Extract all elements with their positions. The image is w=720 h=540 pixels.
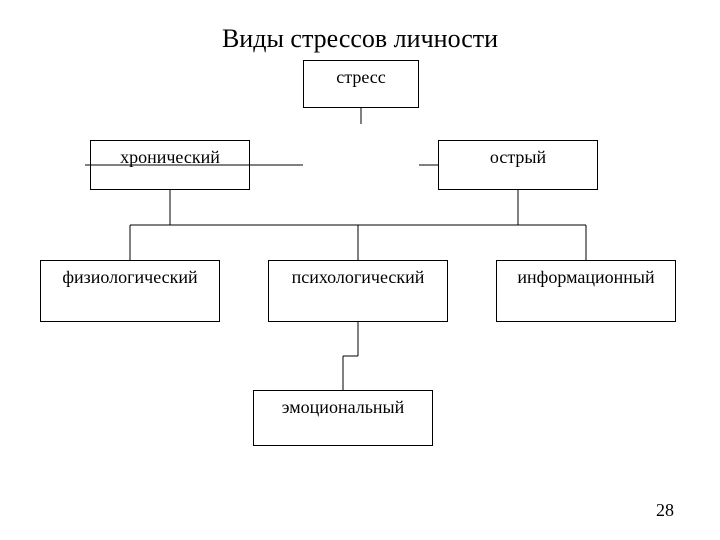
node-acute: острый <box>438 140 598 190</box>
node-informational: информационный <box>496 260 676 322</box>
node-psychological: психологический <box>268 260 448 322</box>
node-emotional: эмоциональный <box>253 390 433 446</box>
node-root: стресс <box>303 60 419 108</box>
node-physiological: физиологический <box>40 260 220 322</box>
page-number: 28 <box>656 500 674 521</box>
diagram-title: Виды стрессов личности <box>0 24 720 54</box>
node-chronic: хронический <box>90 140 250 190</box>
